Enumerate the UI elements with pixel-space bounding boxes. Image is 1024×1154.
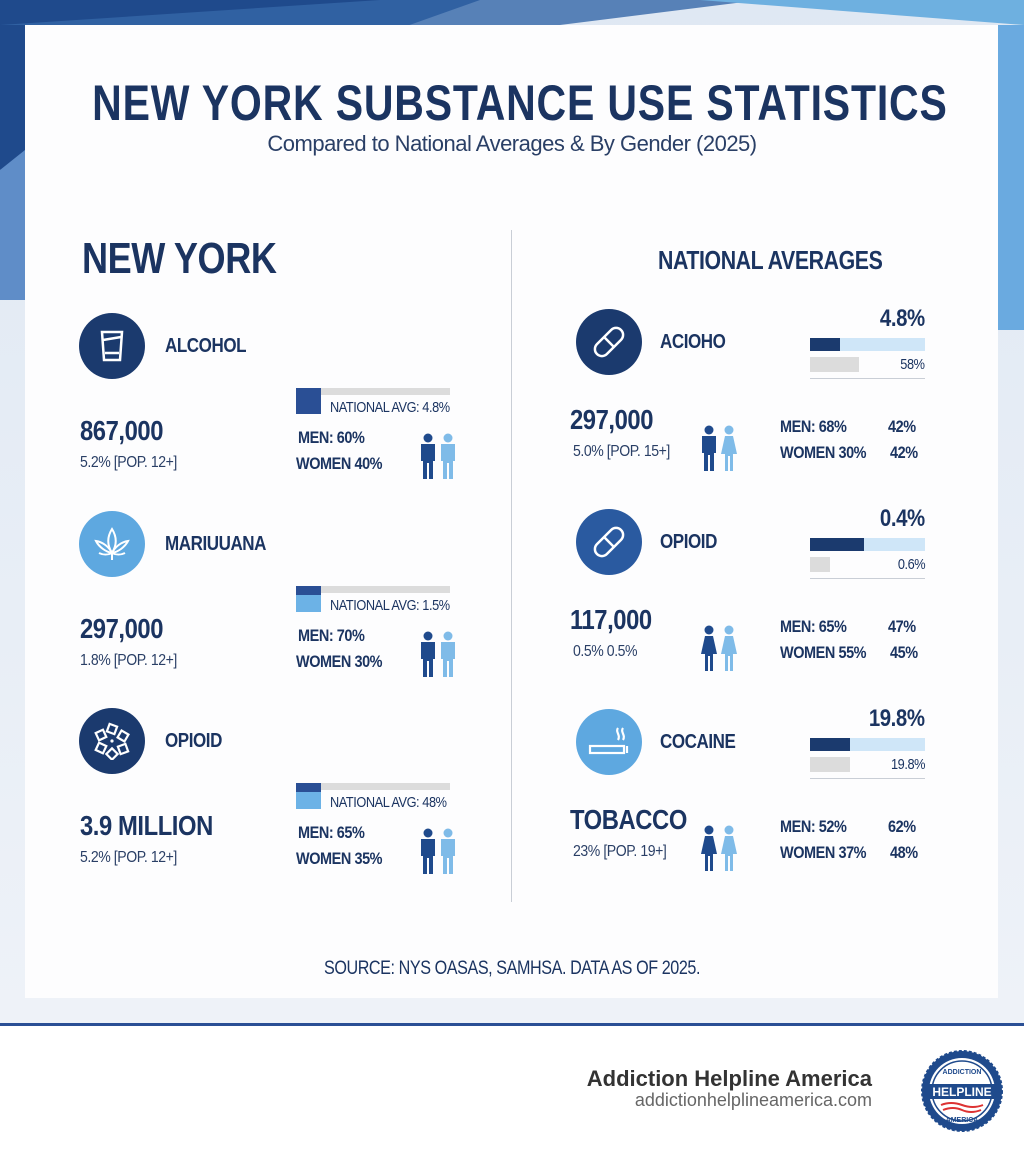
man-icon [700,425,718,478]
women-share: WOMEN 30% [780,443,867,462]
user-count: 297,000 [570,404,654,435]
men-share: MEN: 65% [298,823,365,842]
woman-icon [720,625,738,678]
ny-bar-fill [296,594,321,612]
user-count: 117,000 [570,604,652,635]
substance-label: OPIOID [660,531,717,553]
ny-bar-fill [296,792,321,809]
national-rate: 0.4% [880,505,925,532]
men-share: MEN: 60% [298,428,365,447]
national-avg-label: NATIONAL AVG: 48% [330,794,447,811]
substance-icon-badge [576,309,642,375]
column-divider [511,230,512,902]
secondary-rate: 0.6% [897,556,926,573]
substance-icon-badge [79,708,145,774]
women-share: WOMEN 40% [296,454,383,473]
usage-rate: 5.2% [POP. 12+] [80,849,177,866]
women-national-share: 42% [890,443,918,462]
woman-icon [720,825,738,878]
rate-bar-fill [810,338,840,351]
women-share: WOMEN 35% [296,849,383,868]
men-share: MEN: 70% [298,625,365,645]
svg-text:ADDICTION: ADDICTION [943,1069,982,1076]
source-note: SOURCE: NYS OASAS, SAMHSA. DATA AS OF 20… [323,958,701,979]
substance-label: MARIUUANA [165,532,267,555]
svg-text:AMERICA: AMERICA [946,1117,979,1124]
men-national-share: 42% [888,417,916,436]
bar-baseline [810,578,925,579]
secondary-bar-fill [810,357,860,372]
national-rate: 19.8% [869,705,925,732]
man-icon [419,433,437,486]
brand-url: addictionhelplineamerica.com [634,1090,872,1110]
national-heading: NATIONAL AVERAGES [658,245,883,275]
man-icon [419,828,437,881]
men-national-share: 47% [888,617,916,636]
substance-icon-badge [79,510,145,577]
man-icon [700,625,718,678]
women-national-share: 48% [890,843,918,862]
footer-divider [0,1023,1024,1026]
national-avg-bar-track [296,783,450,790]
man-icon [700,825,718,878]
usage-rate: 1.8% [POP. 12+] [80,651,177,669]
user-count: 867,000 [80,415,164,446]
substance-label: OPIOID [165,730,222,752]
secondary-bar-fill [810,757,851,772]
glass-icon [100,330,124,362]
national-avg-bar-fill [296,388,321,414]
usage-rate: 23% [POP. 19+] [573,843,667,860]
usage-rate: 0.5% 0.5% [573,643,638,660]
brand-name: Addiction Helpline America [586,1066,872,1091]
cigarette-icon [588,727,629,755]
national-avg-bar-fill [296,585,321,595]
pills-icon [94,722,130,760]
svg-text:HELPLINE: HELPLINE [932,1085,991,1099]
man-icon [439,433,457,486]
user-count: TOBACCO [570,804,687,835]
men-share: MEN: 52% [780,817,847,836]
secondary-rate: 19.8% [890,756,925,773]
page-subtitle: Compared to National Averages & By Gende… [267,131,757,156]
usage-rate: 5.0% [POP. 15+] [573,443,670,460]
national-rate: 4.8% [880,305,925,332]
national-avg-bar-track [296,388,450,395]
national-avg-label: NATIONAL AVG: 4.8% [330,399,450,416]
capsule-icon [593,326,625,358]
man-icon [439,631,457,684]
page-title: NEW YORK SUBSTANCE USE STATISTICS [92,75,948,131]
helpline-logo: HELPLINE ADDICTION AMERICA [921,1050,1003,1137]
rate-bar-fill [810,738,851,751]
women-share: WOMEN 55% [780,643,867,662]
cannabis-leaf-icon [94,526,130,560]
women-share: WOMEN 37% [780,843,867,862]
man-icon [439,828,457,881]
women-national-share: 45% [890,643,918,662]
national-avg-bar-fill [296,783,321,792]
men-share: MEN: 68% [780,417,847,436]
substance-icon-badge [576,509,642,575]
women-share: WOMEN 30% [296,651,383,671]
substance-icon-badge [576,709,642,775]
capsule-icon [593,526,625,558]
substance-label: COCAINE [660,731,736,753]
secondary-bar-fill [810,557,830,572]
bar-baseline [810,778,925,779]
new-york-heading: NEW YORK [82,234,277,283]
user-count: 297,000 [80,612,164,644]
men-national-share: 62% [888,817,916,836]
secondary-rate: 58% [900,356,926,373]
substance-label: ACIOHO [660,331,726,353]
substance-icon-badge [79,313,145,379]
rate-bar-fill [810,538,865,551]
national-avg-label: NATIONAL AVG: 1.5% [330,596,450,614]
usage-rate: 5.2% [POP. 12+] [80,454,177,471]
national-avg-bar-track [296,585,450,593]
user-count: 3.9 MILLION [80,810,213,841]
bar-baseline [810,378,925,379]
men-share: MEN: 65% [780,617,847,636]
substance-label: ALCOHOL [165,335,247,357]
man-icon [419,631,437,684]
woman-icon [720,425,738,478]
